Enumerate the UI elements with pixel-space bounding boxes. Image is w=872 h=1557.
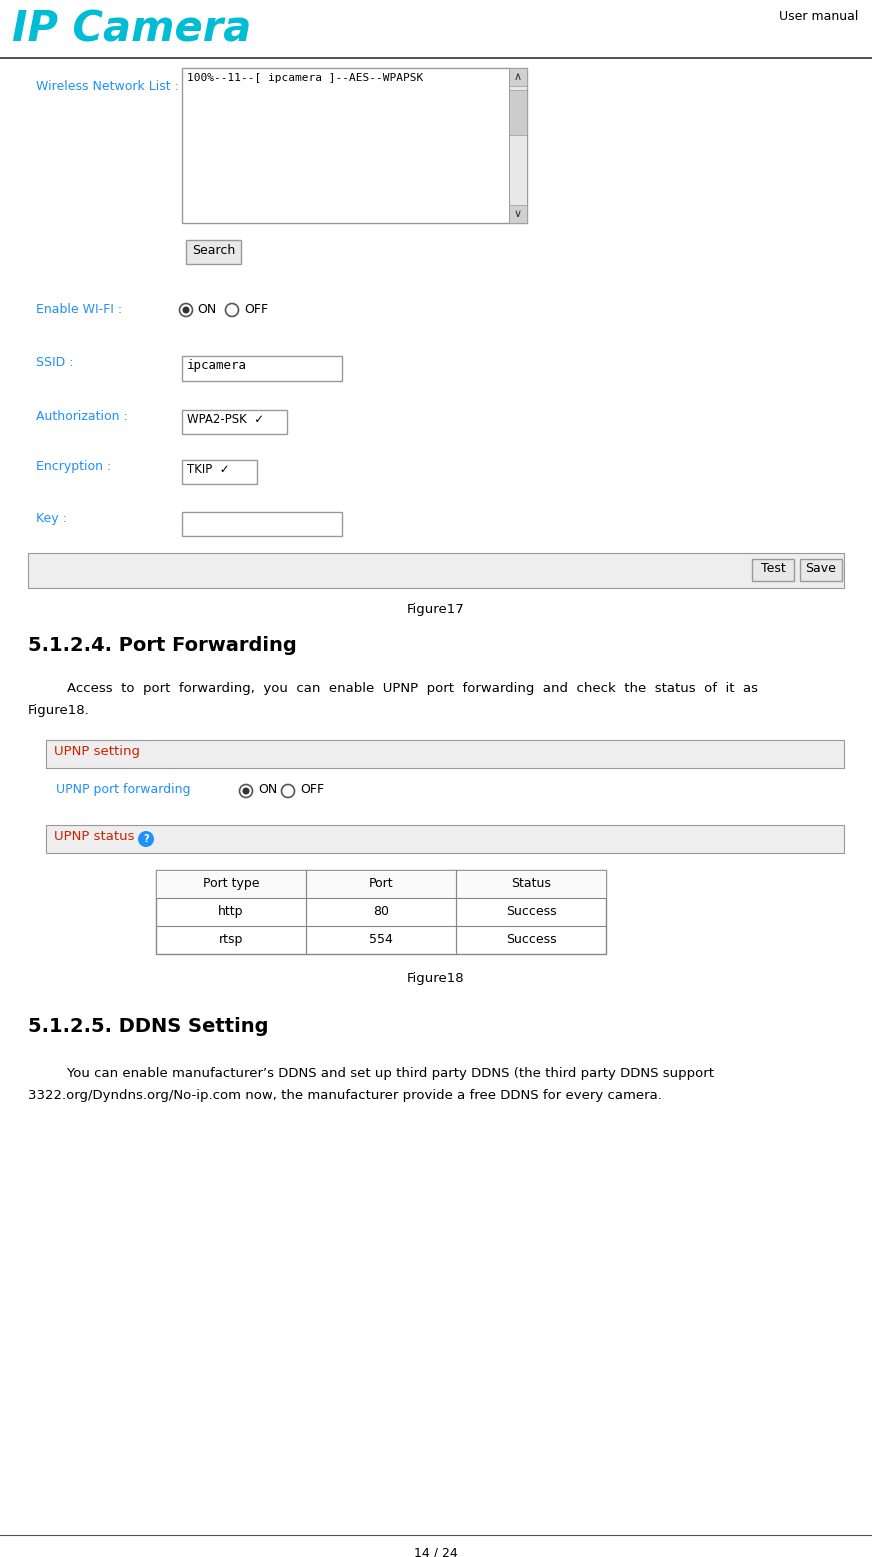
Text: Enable WI-FI :: Enable WI-FI : — [36, 304, 122, 316]
Text: IP Camera: IP Camera — [12, 8, 251, 50]
Text: rtsp: rtsp — [219, 933, 243, 947]
Text: Status: Status — [511, 877, 551, 891]
Text: Wireless Network List :: Wireless Network List : — [36, 79, 179, 93]
Text: ON: ON — [197, 304, 216, 316]
Text: User manual: User manual — [779, 9, 858, 23]
FancyBboxPatch shape — [800, 559, 842, 581]
FancyBboxPatch shape — [46, 825, 844, 853]
Text: Figure18.: Figure18. — [28, 704, 90, 718]
Text: You can enable manufacturer’s DDNS and set up third party DDNS (the third party : You can enable manufacturer’s DDNS and s… — [50, 1067, 714, 1081]
Circle shape — [138, 831, 154, 847]
Text: ?: ? — [143, 835, 149, 844]
Text: 100%--11--[ ipcamera ]--AES--WPAPSK: 100%--11--[ ipcamera ]--AES--WPAPSK — [187, 73, 423, 83]
Text: ∧: ∧ — [514, 72, 522, 83]
Text: 5.1.2.4. Port Forwarding: 5.1.2.4. Port Forwarding — [28, 635, 296, 655]
Text: OFF: OFF — [300, 783, 324, 796]
Text: OFF: OFF — [244, 304, 268, 316]
FancyBboxPatch shape — [182, 459, 257, 484]
FancyBboxPatch shape — [46, 740, 844, 768]
Text: UPNP status: UPNP status — [54, 830, 134, 842]
Text: Access  to  port  forwarding,  you  can  enable  UPNP  port  forwarding  and  ch: Access to port forwarding, you can enabl… — [50, 682, 758, 694]
Text: ON: ON — [258, 783, 277, 796]
Text: Port type: Port type — [203, 877, 259, 891]
Text: Figure17: Figure17 — [407, 603, 465, 617]
Text: http: http — [218, 905, 244, 919]
Text: UPNP port forwarding: UPNP port forwarding — [56, 783, 190, 796]
FancyBboxPatch shape — [186, 240, 241, 265]
FancyBboxPatch shape — [752, 559, 794, 581]
Text: Save: Save — [806, 562, 836, 575]
Text: 554: 554 — [369, 933, 393, 947]
Text: 14 / 24: 14 / 24 — [414, 1548, 458, 1557]
FancyBboxPatch shape — [509, 69, 527, 223]
Text: Key :: Key : — [36, 512, 67, 525]
Text: ∨: ∨ — [514, 209, 522, 220]
Circle shape — [226, 304, 239, 316]
Text: Test: Test — [760, 562, 786, 575]
Circle shape — [240, 785, 253, 797]
Circle shape — [182, 307, 189, 313]
Text: UPNP setting: UPNP setting — [54, 744, 140, 758]
FancyBboxPatch shape — [182, 69, 527, 223]
FancyBboxPatch shape — [182, 409, 287, 434]
Text: ipcamera: ipcamera — [187, 360, 247, 372]
Circle shape — [242, 788, 249, 794]
FancyBboxPatch shape — [156, 870, 606, 898]
Text: Authorization :: Authorization : — [36, 409, 128, 424]
FancyBboxPatch shape — [156, 870, 606, 954]
Text: Success: Success — [506, 933, 556, 947]
Text: 80: 80 — [373, 905, 389, 919]
FancyBboxPatch shape — [28, 553, 844, 589]
FancyBboxPatch shape — [182, 357, 342, 381]
Text: SSID :: SSID : — [36, 357, 73, 369]
Text: TKIP  ✓: TKIP ✓ — [187, 462, 229, 476]
FancyBboxPatch shape — [509, 206, 527, 223]
Text: 5.1.2.5. DDNS Setting: 5.1.2.5. DDNS Setting — [28, 1017, 269, 1035]
FancyBboxPatch shape — [509, 90, 527, 135]
Circle shape — [180, 304, 193, 316]
Text: Success: Success — [506, 905, 556, 919]
Text: Search: Search — [192, 244, 235, 257]
Text: Figure18: Figure18 — [407, 972, 465, 986]
Text: Encryption :: Encryption : — [36, 459, 112, 473]
Text: WPA2-PSK  ✓: WPA2-PSK ✓ — [187, 413, 264, 427]
Text: 3322.org/Dyndns.org/No-ip.com now, the manufacturer provide a free DDNS for ever: 3322.org/Dyndns.org/No-ip.com now, the m… — [28, 1088, 662, 1102]
FancyBboxPatch shape — [182, 512, 342, 536]
Circle shape — [282, 785, 295, 797]
Text: Port: Port — [369, 877, 393, 891]
FancyBboxPatch shape — [509, 69, 527, 86]
